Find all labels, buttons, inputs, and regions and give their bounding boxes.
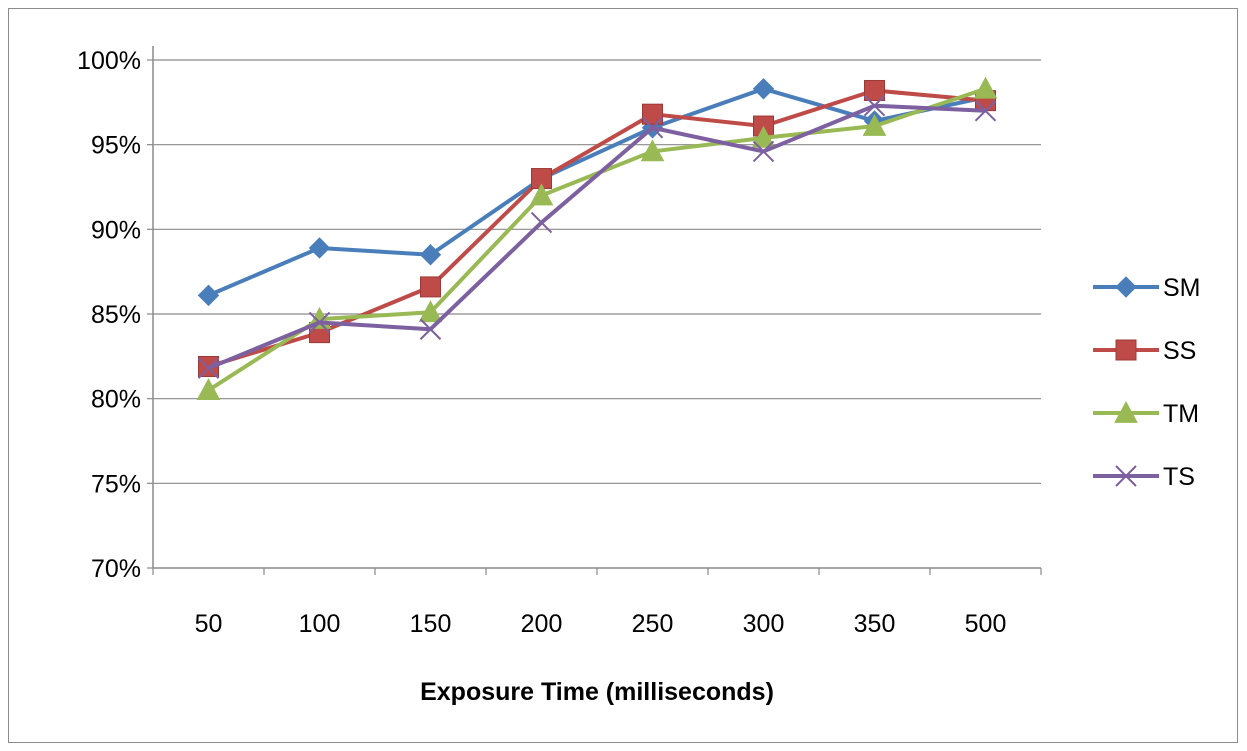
- series-tm: [198, 78, 997, 400]
- x-tick-label: 150: [410, 610, 452, 638]
- y-tick-label: 85%: [91, 301, 141, 329]
- y-tick-label: 90%: [91, 216, 141, 244]
- legend-item-tm: TM: [1093, 400, 1199, 428]
- y-tick-label: 70%: [91, 555, 141, 583]
- x-tick-label: 100: [299, 610, 341, 638]
- legend-label: TM: [1163, 400, 1199, 428]
- marker-diamond: [199, 285, 219, 305]
- y-tick-label: 80%: [91, 386, 141, 414]
- legend-item-sm: SM: [1093, 274, 1201, 302]
- x-tick-label: 50: [195, 610, 223, 638]
- marker-triangle: [975, 78, 997, 98]
- marker-triangle: [198, 379, 220, 399]
- marker-diamond: [1116, 277, 1136, 297]
- legend-label: TS: [1163, 463, 1195, 491]
- x-tick-label: 350: [854, 610, 896, 638]
- legend-label: SS: [1163, 337, 1196, 365]
- y-tick-label: 100%: [77, 47, 141, 75]
- marker-square: [421, 277, 441, 297]
- x-tick-label: 200: [521, 610, 563, 638]
- marker-diamond: [310, 238, 330, 258]
- x-axis-title: Exposure Time (milliseconds): [420, 678, 774, 706]
- legend: SM SS TM TS: [1093, 274, 1201, 491]
- marker-square: [1116, 340, 1136, 360]
- legend-label: SM: [1163, 274, 1201, 302]
- x-tick-label: 250: [632, 610, 674, 638]
- gridlines: [153, 60, 1041, 483]
- y-tick-label: 75%: [91, 470, 141, 498]
- x-tick-label: 500: [965, 610, 1007, 638]
- marker-diamond: [754, 79, 774, 99]
- legend-item-ss: SS: [1093, 337, 1196, 365]
- series-sm: [199, 79, 996, 306]
- y-tick-label: 95%: [91, 132, 141, 160]
- x-tick-label: 300: [743, 610, 785, 638]
- series-lines: [198, 78, 997, 400]
- legend-item-ts: TS: [1093, 463, 1195, 491]
- axes: 70% 75% 80% 85% 90% 95% 100% 50 100 150 200 250 300 3…: [77, 46, 1041, 638]
